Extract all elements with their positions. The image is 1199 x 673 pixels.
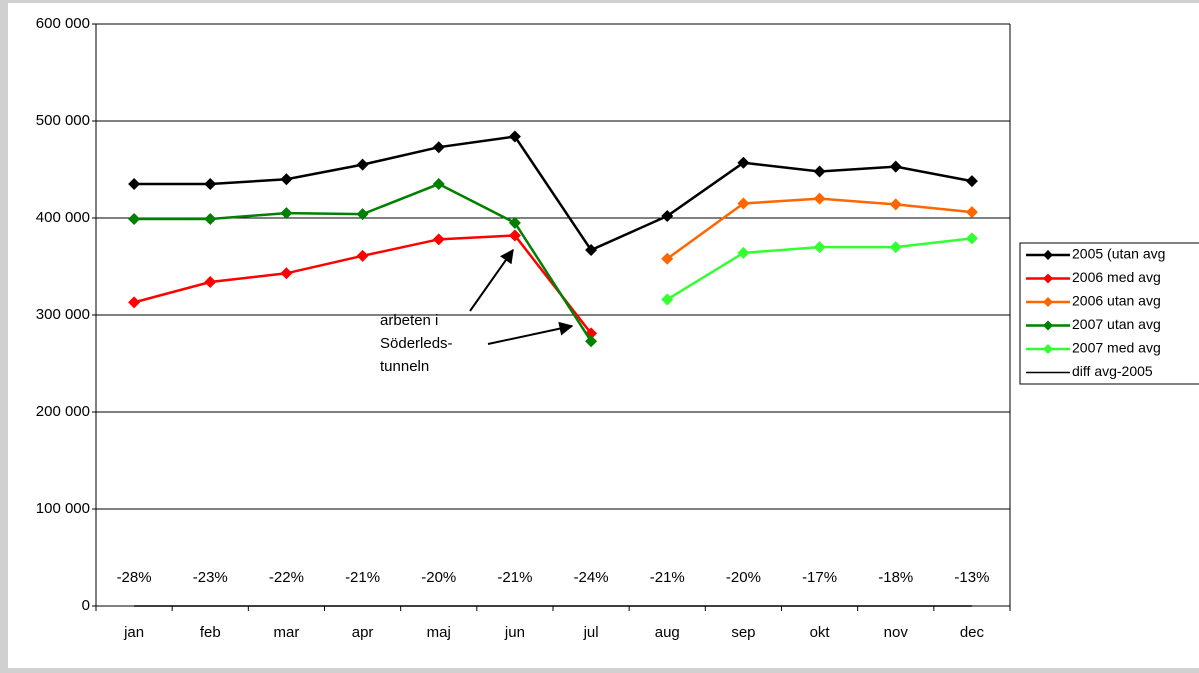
marker [813,241,826,254]
x-tick-label: maj [427,624,451,641]
legend [1019,242,1199,385]
legend-label: 2005 (utan avg [1072,246,1165,262]
annotation: tunneln [380,358,429,375]
chart-area [8,3,1199,668]
marker [280,207,293,220]
marker [965,232,978,245]
marker [737,197,750,210]
x-tick-label: apr [352,624,374,641]
marker [204,212,217,225]
x-tick-label: nov [884,624,909,641]
marker [585,335,598,348]
marker [128,296,141,309]
marker [661,293,674,306]
marker [432,178,445,191]
marker [508,130,521,143]
marker [128,178,141,191]
marker [661,210,674,223]
marker [128,212,141,225]
marker [204,178,217,191]
legend-label: 2007 med avg [1072,340,1161,356]
marker [965,175,978,188]
marker [280,173,293,186]
legend-label: 2006 utan avg [1072,293,1161,309]
data-label: -21% [497,569,532,586]
x-tick-label: jun [504,624,525,641]
legend-marker [1043,273,1053,284]
y-tick-label: 0 [82,597,90,614]
annotation-arrow [487,321,574,345]
series-line [134,135,973,252]
legend-marker [1043,250,1053,260]
legend-label: 2006 med avg [1072,269,1161,285]
data-label: -21% [650,569,685,586]
data-label: -22% [269,569,304,586]
x-tick-label: mar [273,624,299,641]
marker [889,160,902,173]
marker [889,241,902,254]
annotation: arbeten i [380,312,438,329]
y-tick-label: 100 000 [36,500,90,517]
marker [737,156,750,169]
marker [737,246,750,259]
data-label: -18% [878,569,913,586]
y-tick-label: 500 000 [36,112,90,129]
x-tick-label: jan [123,624,144,641]
data-label: -17% [802,569,837,586]
x-tick-label: feb [200,624,221,641]
data-label: -28% [117,569,152,586]
marker [432,141,445,154]
y-tick-label: 200 000 [36,403,90,420]
marker [508,229,521,242]
marker [356,158,369,171]
marker [585,244,598,257]
marker [889,198,902,211]
marker [813,192,826,205]
marker [280,267,293,280]
x-tick-label: okt [810,624,831,641]
marker [965,206,978,219]
marker [508,216,521,229]
legend-marker [1043,320,1053,331]
marker [661,252,674,265]
annotation-arrow [469,248,514,312]
y-tick-label: 600 000 [36,15,90,32]
marker [356,208,369,221]
marker [432,233,445,246]
x-tick-label: dec [960,624,985,641]
data-label: -23% [193,569,228,586]
data-label: -21% [345,569,380,586]
data-label: -20% [726,569,761,586]
marker [813,165,826,178]
y-tick-label: 300 000 [36,306,90,323]
marker [356,249,369,262]
legend-label: diff avg-2005 [1072,363,1153,379]
legend-marker [1043,297,1053,307]
x-tick-label: aug [655,624,680,641]
y-tick-label: 400 000 [36,209,90,226]
data-label: -13% [954,569,989,586]
marker [204,276,217,289]
legend-marker [1043,344,1053,354]
legend-label: 2007 utan avg [1072,316,1161,332]
data-label: -24% [574,569,609,586]
annotation: Söderleds- [380,335,453,352]
data-label: -20% [421,569,456,586]
x-tick-label: jul [583,624,599,641]
x-tick-label: sep [731,624,755,641]
